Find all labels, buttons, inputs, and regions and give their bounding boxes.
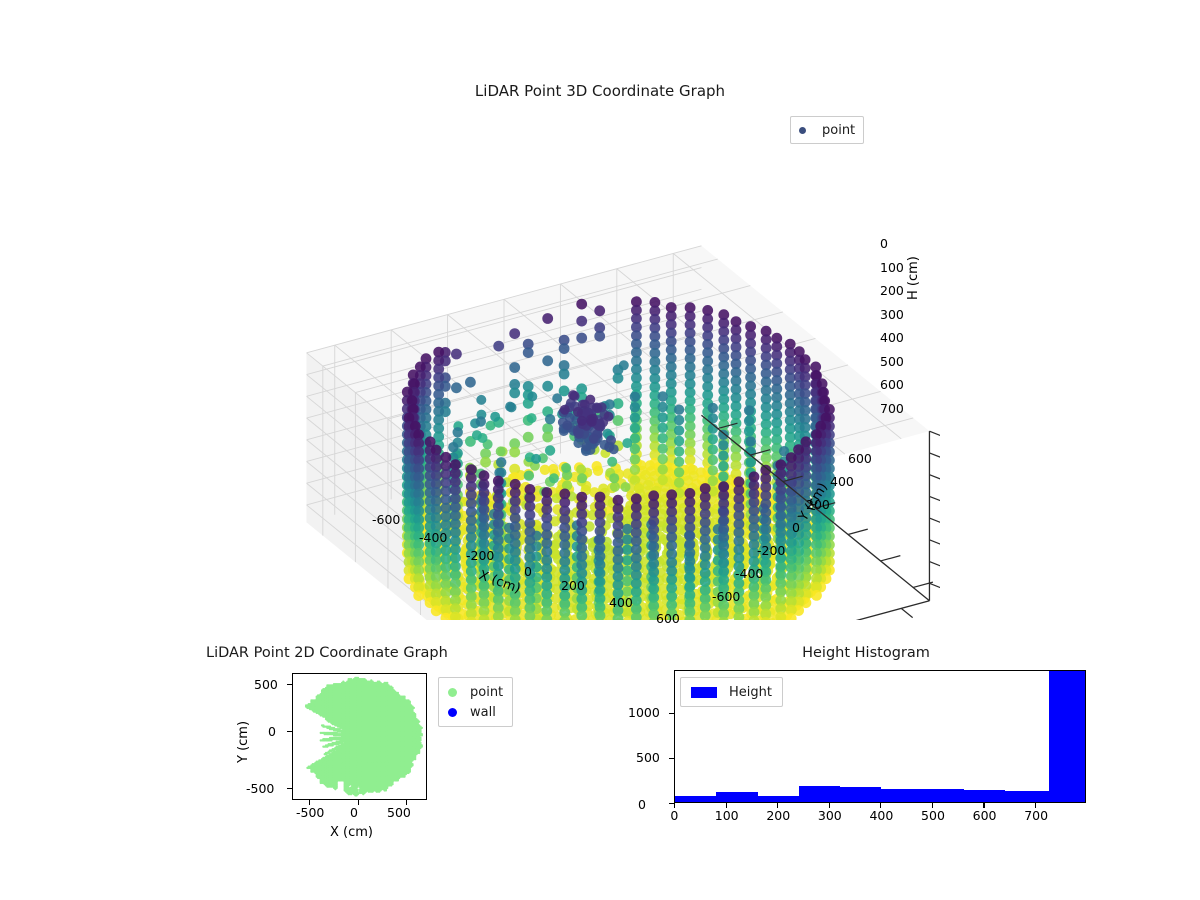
hist-y-tick: 500 [636,750,660,765]
hist-x-tick: 100 [714,808,739,823]
histogram-legend: Height [680,677,783,707]
histogram-bar [716,792,758,802]
legend-label-height: Height [729,684,772,700]
plot2d-y-tick: -500 [246,781,275,796]
h-tick: 200 [880,283,904,298]
plot2d-legend: point wall [438,677,514,727]
hist-x-tick: 500 [921,808,945,823]
histogram-bar [675,795,717,802]
hist-x-tickmark [1035,803,1037,808]
plot2d-x-tickmark [406,800,408,805]
hist-x-tickmark [983,803,985,808]
plot2d-y-tickmark [287,787,292,789]
plot3d-h-ticklabels: 0 100 200 300 400 500 600 700 [880,232,904,420]
hist-x-tick: 300 [817,808,842,823]
h-tick: 100 [880,259,904,275]
y-tick: -600 [712,589,741,604]
y-tick: -200 [757,543,786,558]
histogram-bar [881,788,923,802]
plot2d-x-tick: 0 [350,805,358,820]
plot3d-scene [306,245,940,620]
y-tick: -400 [735,566,764,581]
hist-x-tick: 600 [972,808,997,823]
legend-item-height[interactable]: Height [691,682,772,702]
point-marker-icon [448,687,457,697]
plot2d-x-tickmark [309,800,311,805]
plot2d-y-tickmark [287,730,292,732]
plot2d-x-tick: 500 [387,805,411,820]
wall-marker-icon [448,707,457,717]
hist-x-tickmark [725,803,727,808]
hist-x-tick: 0 [670,808,679,823]
plot2d-y-tick: 500 [254,677,278,692]
height-swatch-icon [691,686,717,698]
x-tick: 600 [656,611,680,626]
histogram-panel: Height Histogram 0 500 1000 0 100 200 300 40… [628,645,1096,860]
plot2d-x-tick: -500 [296,805,325,820]
legend-label-point: point [822,122,856,138]
h-tick: 500 [880,353,904,369]
x-tick: 0 [524,564,532,579]
plot2d-panel: LiDAR Point 2D Coordinate Graph 500 0 -5… [206,645,536,860]
plot2d-y-axis-label: Y (cm) [236,720,251,763]
x-tick: 200 [561,578,585,593]
histogram-bar [1048,671,1085,802]
hist-x-tickmark [828,803,830,808]
hist-y-tickmark [669,802,674,804]
x-tick: -600 [372,512,401,527]
hist-x-tickmark [931,803,933,808]
plot2d-y-tick: 0 [268,724,276,739]
hist-y-tick: 1000 [628,705,660,720]
h-tick: 700 [880,400,904,416]
x-tick: -200 [466,548,495,563]
legend-label-wall: wall [470,704,496,720]
h-tick: 300 [880,306,904,322]
histogram-bar [963,789,1006,802]
hist-x-tickmark [777,803,779,808]
plot2d-y-tickmark [287,683,292,685]
y-tick: 200 [806,497,830,512]
y-tick: 0 [792,520,800,535]
histogram-title: Height Histogram [802,645,930,661]
point-marker-icon [799,126,806,134]
hist-y-tickmark [669,757,674,759]
hist-x-tick: 200 [766,808,791,823]
legend-item-wall[interactable]: wall [448,702,503,722]
h-tick: 600 [880,377,904,392]
plot3d-h-axis-label: H (cm) [906,256,921,300]
histogram-bar [798,785,841,802]
hist-x-tick: 400 [869,808,894,823]
histogram-bar [757,795,799,802]
h-tick: 0 [880,236,888,251]
legend-label-point: point [470,684,504,700]
hist-y-tick: 0 [638,797,646,812]
hist-x-tickmark [674,803,676,808]
plot2d-x-tickmark [357,800,359,805]
plot2d-title: LiDAR Point 2D Coordinate Graph [206,645,448,661]
h-tick: 400 [880,330,904,345]
plot3d-title: LiDAR Point 3D Coordinate Graph [474,82,726,100]
plot3d-legend: point [790,116,865,144]
hist-x-tickmark [880,803,882,808]
histogram-bar [840,786,882,802]
legend-item-point[interactable]: point [799,120,855,140]
legend-item-point[interactable]: point [448,682,503,702]
histogram-bar [1005,790,1049,802]
y-tick: 400 [830,474,854,489]
hist-x-tick: 700 [1024,808,1049,823]
x-tick: -400 [419,530,448,545]
y-tick: 600 [848,451,872,466]
plot3d-axes[interactable] [300,140,940,620]
x-tick: 400 [609,595,633,610]
plot2d-x-axis-label: X (cm) [330,825,373,840]
histogram-bar [922,789,964,802]
hist-y-tickmark [669,712,674,714]
plot2d-scatter [304,676,423,797]
plot2d-axes[interactable] [292,673,427,800]
